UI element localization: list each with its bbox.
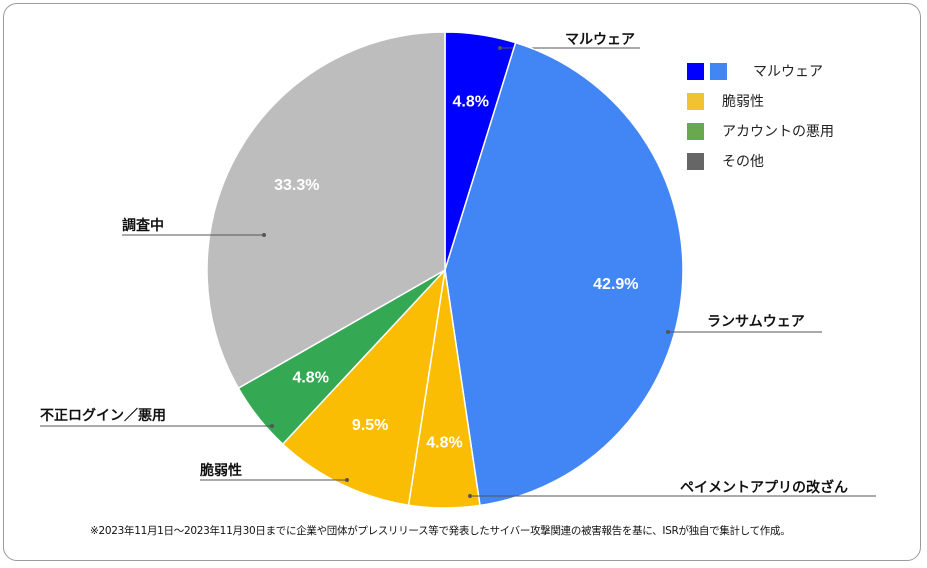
slice-callout-label: ランサムウェア — [707, 314, 805, 330]
chart-frame — [3, 3, 921, 561]
slice-callout-label: 不正ログイン／悪用 — [40, 407, 166, 424]
legend-swatch — [687, 152, 704, 170]
slice-callout-label: 脆弱性 — [199, 462, 242, 479]
legend-entry: マルウェア — [687, 56, 834, 86]
pie-slice — [281, 267, 447, 507]
callout-dot — [345, 478, 349, 482]
slice-percent-label: 42.9% — [593, 276, 638, 293]
legend: マルウェア脆弱性アカウントの悪用 その他 — [687, 56, 834, 176]
slice-callout-label: マルウェア — [565, 32, 635, 48]
legend-label: アカウントの悪用 — [722, 124, 834, 140]
footnote: ※2023年11月1日～2023年11月30日までに企業や団体がプレスリリース等… — [90, 525, 791, 537]
legend-label: マルウェア — [753, 64, 823, 80]
slice-percent-label: 4.8% — [426, 434, 462, 451]
legend-label: 脆弱性 — [722, 94, 764, 110]
slice-callout-label: 調査中 — [122, 217, 164, 234]
legend-swatch — [687, 92, 704, 110]
callout-dot — [666, 330, 670, 334]
legend-swatch — [687, 62, 704, 80]
legend-entry: その他 — [687, 146, 834, 176]
legend-entry: アカウントの悪用 — [687, 116, 834, 146]
callout-dot — [262, 233, 266, 237]
slice-percent-label: 33.3% — [274, 177, 319, 194]
callout-dot — [270, 424, 274, 428]
callout-dot — [498, 46, 502, 50]
slice-callout-label: ペイメントアプリの改ざん — [680, 479, 848, 496]
legend-swatch — [710, 62, 727, 80]
callout-dot — [468, 494, 472, 498]
pie-slice — [444, 41, 684, 507]
slice-percent-label: 4.8% — [292, 369, 328, 386]
pie-slice — [206, 31, 446, 390]
slice-percent-label: 9.5% — [352, 417, 388, 434]
legend-label: その他 — [722, 154, 764, 170]
slice-percent-label: 4.8% — [452, 94, 488, 111]
legend-swatch — [687, 122, 704, 140]
legend-entry: 脆弱性 — [687, 86, 834, 116]
